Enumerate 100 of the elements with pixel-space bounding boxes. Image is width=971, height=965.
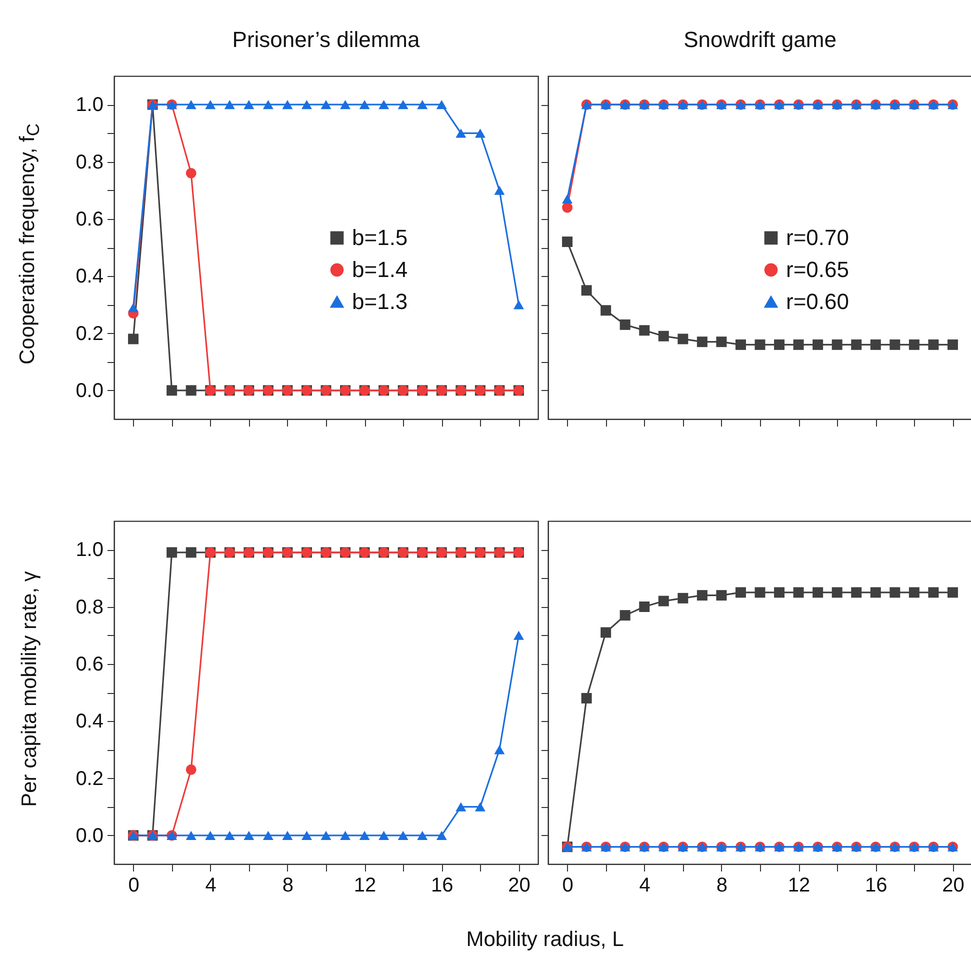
point [378,100,390,110]
x-axis-title: Mobility radius, L [466,928,624,952]
x-tick-label: 20 [942,874,964,896]
point [754,587,766,598]
point [128,334,139,344]
x-tick-label: 12 [354,874,376,896]
point [224,830,235,840]
point [320,100,332,110]
point [494,745,505,754]
point [398,100,408,110]
legend-label: b=1.4 [352,256,408,282]
point [620,319,630,330]
x-tick-label: 16 [431,874,454,896]
legend-label: r=0.60 [786,288,849,314]
point [774,587,785,598]
point [436,830,447,840]
point [774,339,785,350]
point [600,305,612,316]
point [474,802,486,812]
legend-label: r=0.65 [786,256,849,282]
legend-label: b=1.5 [352,224,408,250]
point [696,336,708,348]
y-tick-label: 0.0 [76,380,104,402]
point [754,339,766,350]
point [282,100,293,110]
point [870,587,881,598]
point [128,302,139,312]
point [639,325,650,336]
x-tick-label: 8 [282,874,294,896]
point [301,100,312,110]
legend-label: r=0.70 [786,224,849,250]
point [205,830,216,840]
x-tick-label: 0 [128,874,140,896]
point [812,339,824,350]
x-tick-label: 4 [205,874,216,896]
point [320,830,332,840]
point [494,186,505,195]
y-tick-label: 1.0 [76,94,104,116]
point [600,627,612,638]
point [398,830,408,840]
point [890,587,900,598]
y-tick-label: 0.0 [76,824,104,847]
point [890,339,900,350]
point [282,830,293,840]
point [562,194,573,204]
y-tick-label: 0.6 [76,208,104,230]
point [186,547,196,558]
point [186,100,196,110]
point [735,339,746,350]
point [658,596,669,606]
point [620,610,630,621]
point [832,587,842,598]
y-tick-label: 0.4 [76,266,104,288]
y-tick-label: 0.2 [76,768,104,790]
point [205,100,216,110]
point [186,764,196,775]
point [262,100,274,110]
point [735,587,746,598]
point [456,128,466,138]
x-tick-label: 20 [508,874,530,896]
point [851,587,862,598]
point [851,339,862,350]
y-tick-label: 1.0 [76,539,104,562]
point [908,587,920,598]
point [716,336,727,348]
point [562,202,573,213]
point [417,100,428,110]
point [186,385,196,396]
point [793,587,804,598]
point [244,100,254,110]
point [262,830,274,840]
point [340,100,351,110]
point [378,830,390,840]
point [581,692,592,704]
point [301,830,312,840]
point [513,300,524,310]
point [166,385,178,396]
y-tick-label: 0.2 [76,322,104,345]
point [581,285,592,296]
point [340,830,351,840]
point [947,339,958,350]
chart-title: Snowdrift game [684,27,836,52]
point [359,100,370,110]
point [678,334,688,344]
y-tick-label: 0.6 [76,653,104,676]
point [166,547,178,558]
point [832,339,842,350]
point [678,592,688,604]
point [224,100,235,110]
point [639,602,650,612]
x-tick-label: 4 [639,874,650,896]
chart-title: Prisoner’s dilemma [232,27,420,52]
point [793,339,804,350]
y-tick-label: 0.8 [76,596,104,618]
x-tick-label: 8 [716,874,728,896]
point [359,830,370,840]
point [696,590,708,601]
point [186,168,196,178]
point [812,587,824,598]
point [870,339,881,350]
